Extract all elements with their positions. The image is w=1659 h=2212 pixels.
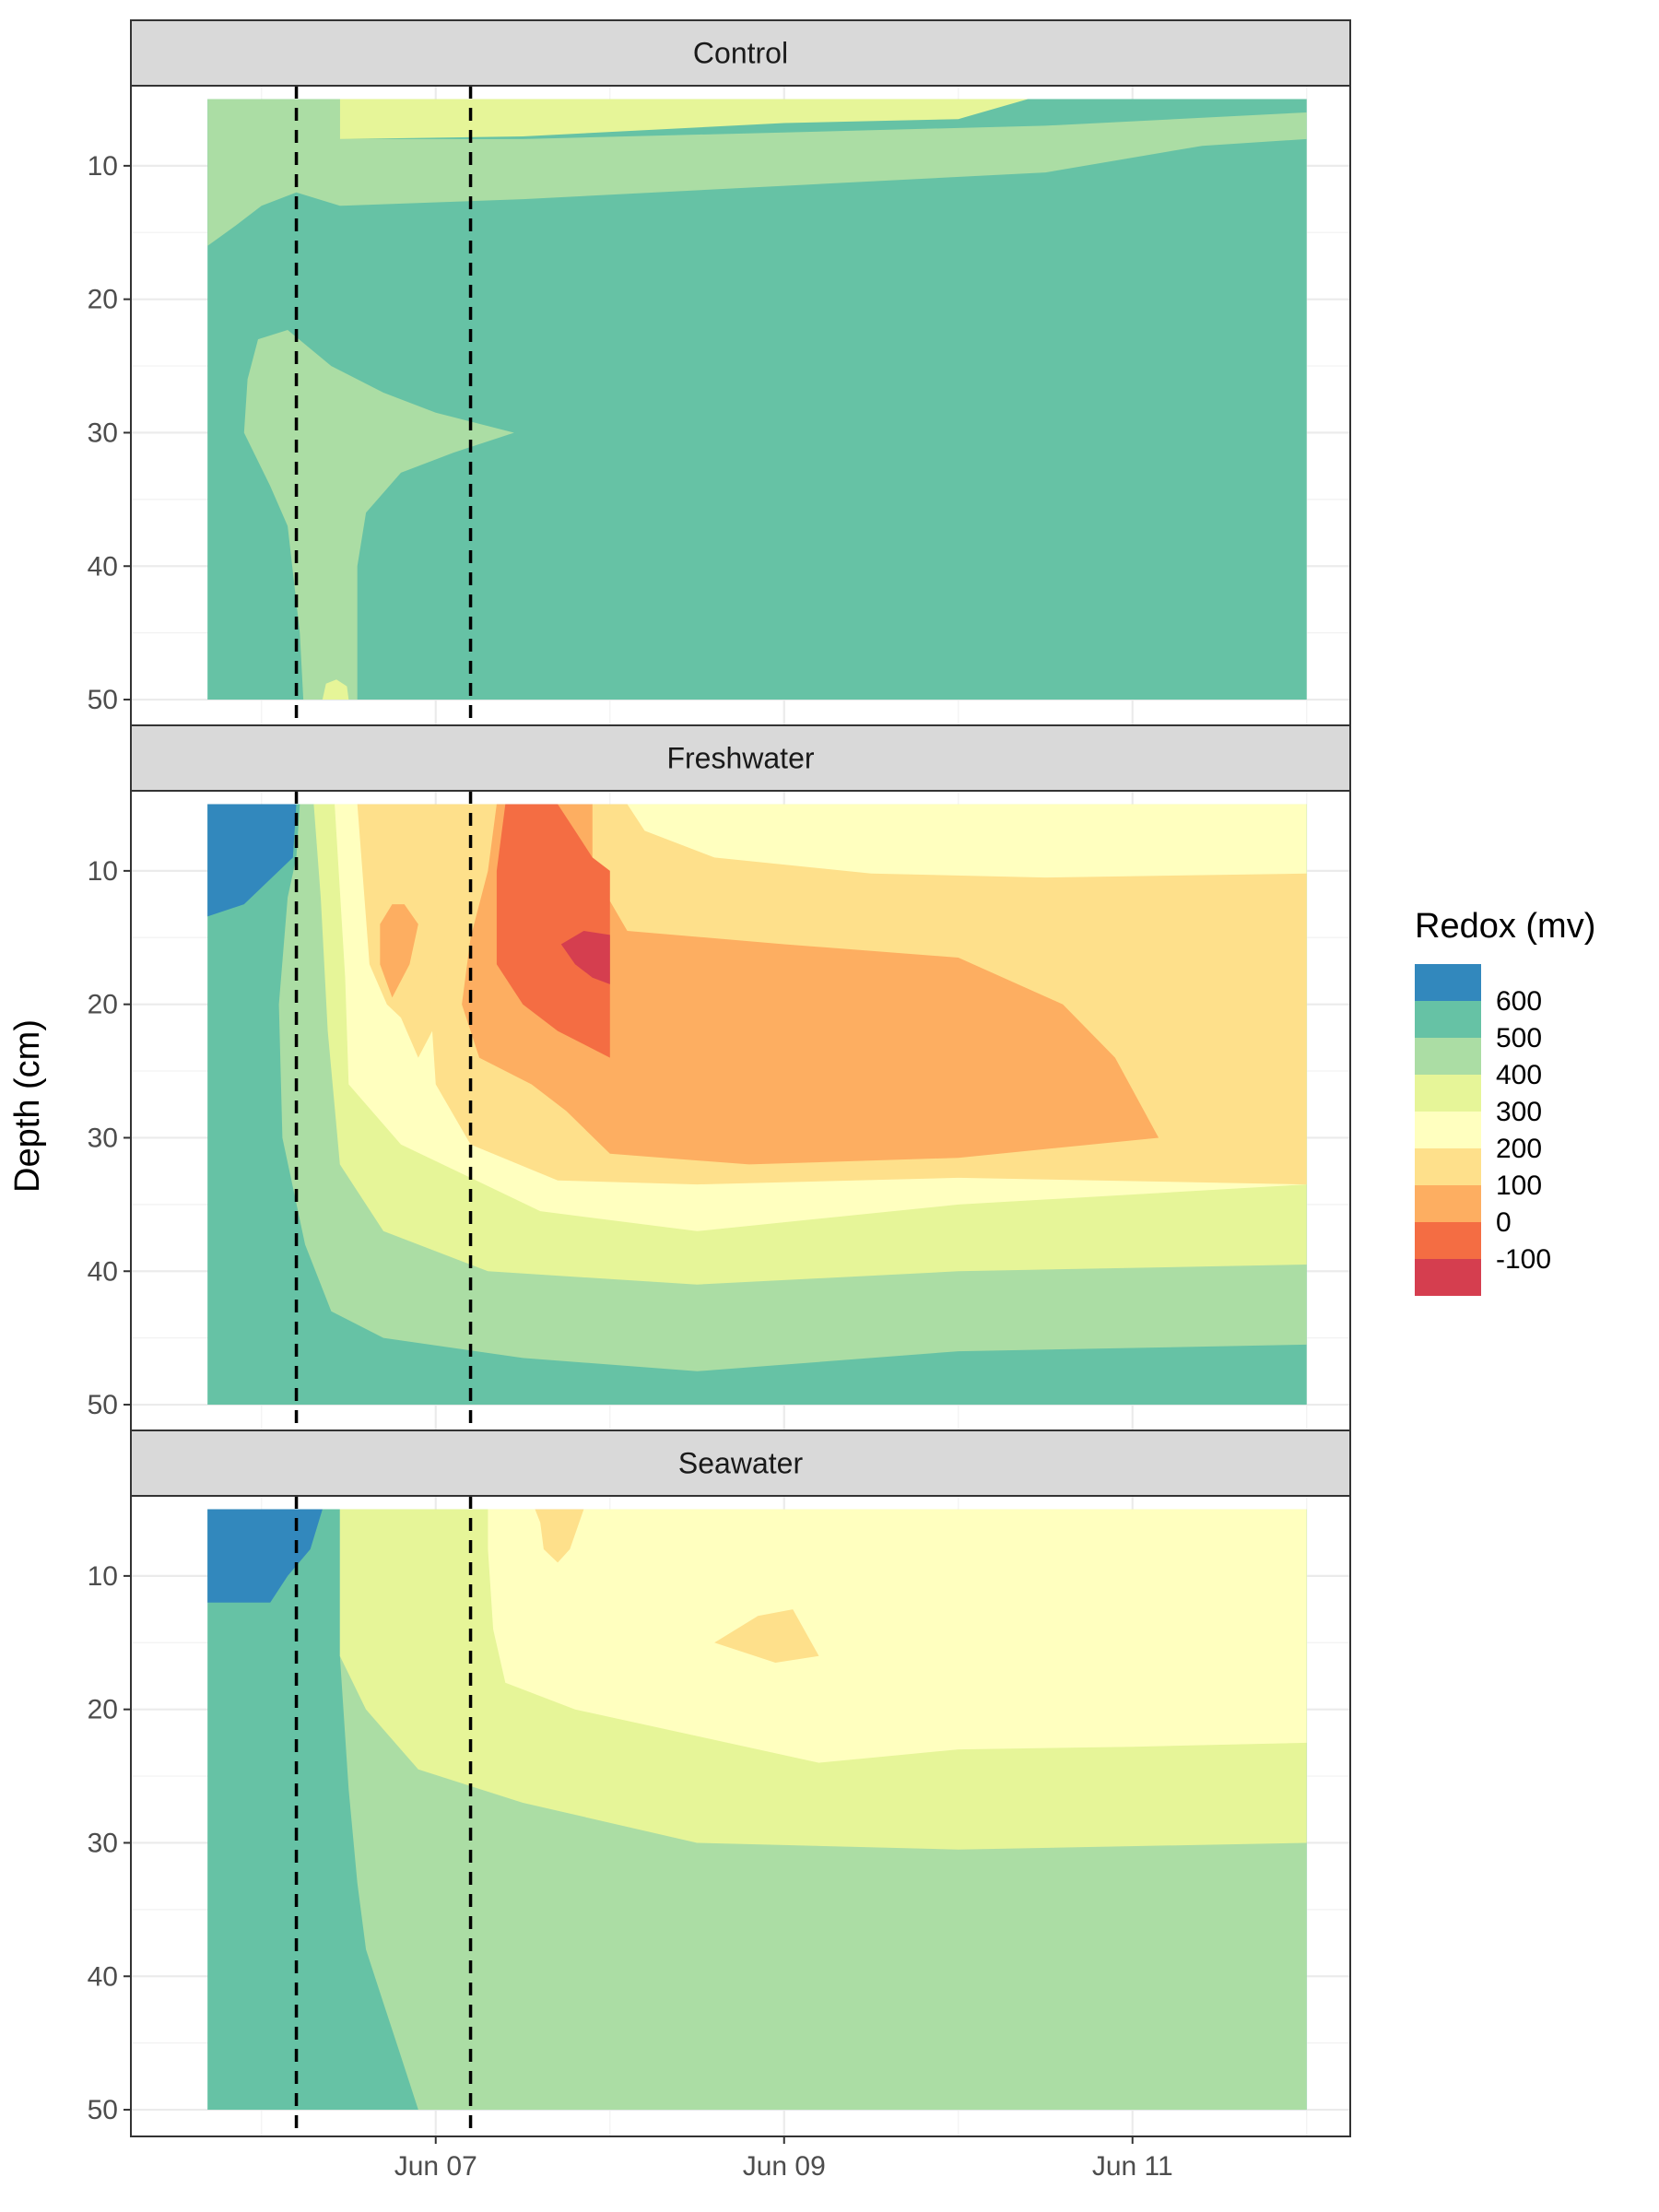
contour-band	[462, 804, 1159, 1165]
contour-band	[496, 804, 610, 1058]
y-tick-label: 50	[88, 2095, 118, 2125]
legend-label: 400	[1496, 1060, 1542, 1090]
contour-band	[535, 1509, 584, 1563]
legend-label: 0	[1496, 1207, 1512, 1238]
panels: Control1020304050Freshwater1020304050Sea…	[88, 19, 1351, 2144]
contour-bands	[207, 99, 1307, 700]
x-tick-label: Jun 11	[1092, 2151, 1173, 2182]
y-tick-label: 10	[88, 1561, 118, 1592]
contour-band	[339, 99, 1029, 139]
panel-freshwater: Freshwater 10 20 30 40 50	[88, 724, 1351, 1439]
legend-label: 500	[1496, 1023, 1542, 1053]
y-tick-label: 20	[88, 285, 118, 315]
y-tick-label: 10	[88, 856, 118, 887]
legend-title: Redox (mv)	[1415, 907, 1595, 946]
contour-band	[207, 99, 1307, 246]
legend-label: 100	[1496, 1171, 1542, 1201]
legend-key	[1415, 1148, 1481, 1185]
contour-band	[380, 904, 418, 998]
legend-key	[1415, 1038, 1481, 1075]
x-tick-label: Jun 07	[394, 2151, 477, 2182]
legend-key	[1415, 1001, 1481, 1038]
facet-strip	[130, 1430, 1351, 1497]
legend-key	[1415, 1112, 1481, 1148]
y-tick-label: 50	[88, 1390, 118, 1420]
y-tick-label: 40	[88, 551, 118, 582]
y-axis-title: Depth (cm)	[8, 1019, 47, 1193]
y-tick-label: 20	[88, 990, 118, 1020]
legend-key	[1415, 964, 1481, 1001]
legend-label: 600	[1496, 986, 1542, 1017]
legend-key	[1415, 1259, 1481, 1296]
contour-band	[243, 330, 514, 700]
y-tick-label: 40	[88, 1961, 118, 1992]
contour-bands	[207, 1509, 1307, 2110]
legend-label: -100	[1496, 1244, 1551, 1275]
panel-seawater: Seawater 10 20 30 40 50	[88, 1430, 1351, 2144]
legend-label: 300	[1496, 1097, 1542, 1127]
facet-strip-label: Freshwater	[666, 742, 814, 775]
facet-strip-label: Seawater	[678, 1447, 804, 1480]
y-tick-label: 30	[88, 1123, 118, 1153]
contour-band	[207, 1509, 323, 1603]
legend-key	[1415, 1222, 1481, 1259]
y-tick-label: 40	[88, 1256, 118, 1287]
facet-strip-label: Control	[693, 37, 788, 70]
panel-border	[130, 1495, 1351, 2137]
legend-key	[1415, 1075, 1481, 1112]
contour-bands	[207, 804, 1307, 1371]
legend-key	[1415, 1185, 1481, 1222]
panel-control: Control 10 20 30 40 50	[88, 19, 1351, 734]
contour-band	[714, 1609, 819, 1663]
y-tick-label: 30	[88, 1828, 118, 1858]
contour-band	[488, 1509, 1307, 1763]
y-tick-label: 20	[88, 1695, 118, 1725]
contour-band	[207, 804, 297, 917]
legend: Redox (mv) 600 500 400 300 200 100 0 -100	[1415, 907, 1595, 1296]
y-tick-label: 10	[88, 151, 118, 182]
y-tick-label: 50	[88, 685, 118, 715]
facet-strip	[130, 19, 1351, 87]
x-axis: Jun 07 Jun 09 Jun 11	[394, 2151, 1173, 2182]
y-tick-label: 30	[88, 418, 118, 448]
contour-band	[560, 931, 610, 984]
contour-band	[322, 679, 349, 700]
legend-label: 200	[1496, 1134, 1542, 1164]
x-tick-label: Jun 09	[743, 2151, 826, 2182]
